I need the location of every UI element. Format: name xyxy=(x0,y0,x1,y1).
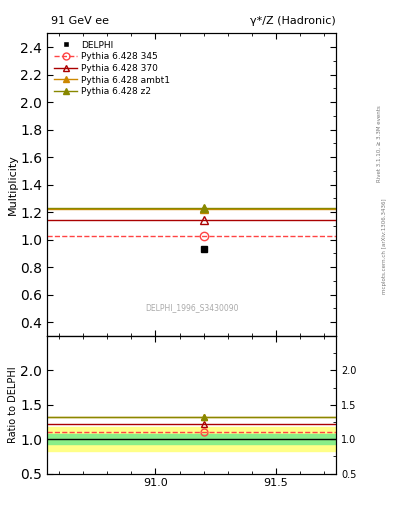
Legend: DELPHI, Pythia 6.428 345, Pythia 6.428 370, Pythia 6.428 ambt1, Pythia 6.428 z2: DELPHI, Pythia 6.428 345, Pythia 6.428 3… xyxy=(51,38,173,99)
Text: Rivet 3.1.10, ≥ 3.3M events: Rivet 3.1.10, ≥ 3.3M events xyxy=(377,105,382,182)
Text: DELPHI_1996_S3430090: DELPHI_1996_S3430090 xyxy=(145,303,238,312)
Text: 91 GeV ee: 91 GeV ee xyxy=(51,15,109,26)
Bar xyxy=(47,434,336,444)
Text: mcplots.cern.ch [arXiv:1306.3436]: mcplots.cern.ch [arXiv:1306.3436] xyxy=(382,198,387,293)
Y-axis label: Multiplicity: Multiplicity xyxy=(7,154,17,215)
Text: γ*/Z (Hadronic): γ*/Z (Hadronic) xyxy=(250,15,336,26)
Bar xyxy=(47,427,336,451)
Y-axis label: Ratio to DELPHI: Ratio to DELPHI xyxy=(7,367,18,443)
